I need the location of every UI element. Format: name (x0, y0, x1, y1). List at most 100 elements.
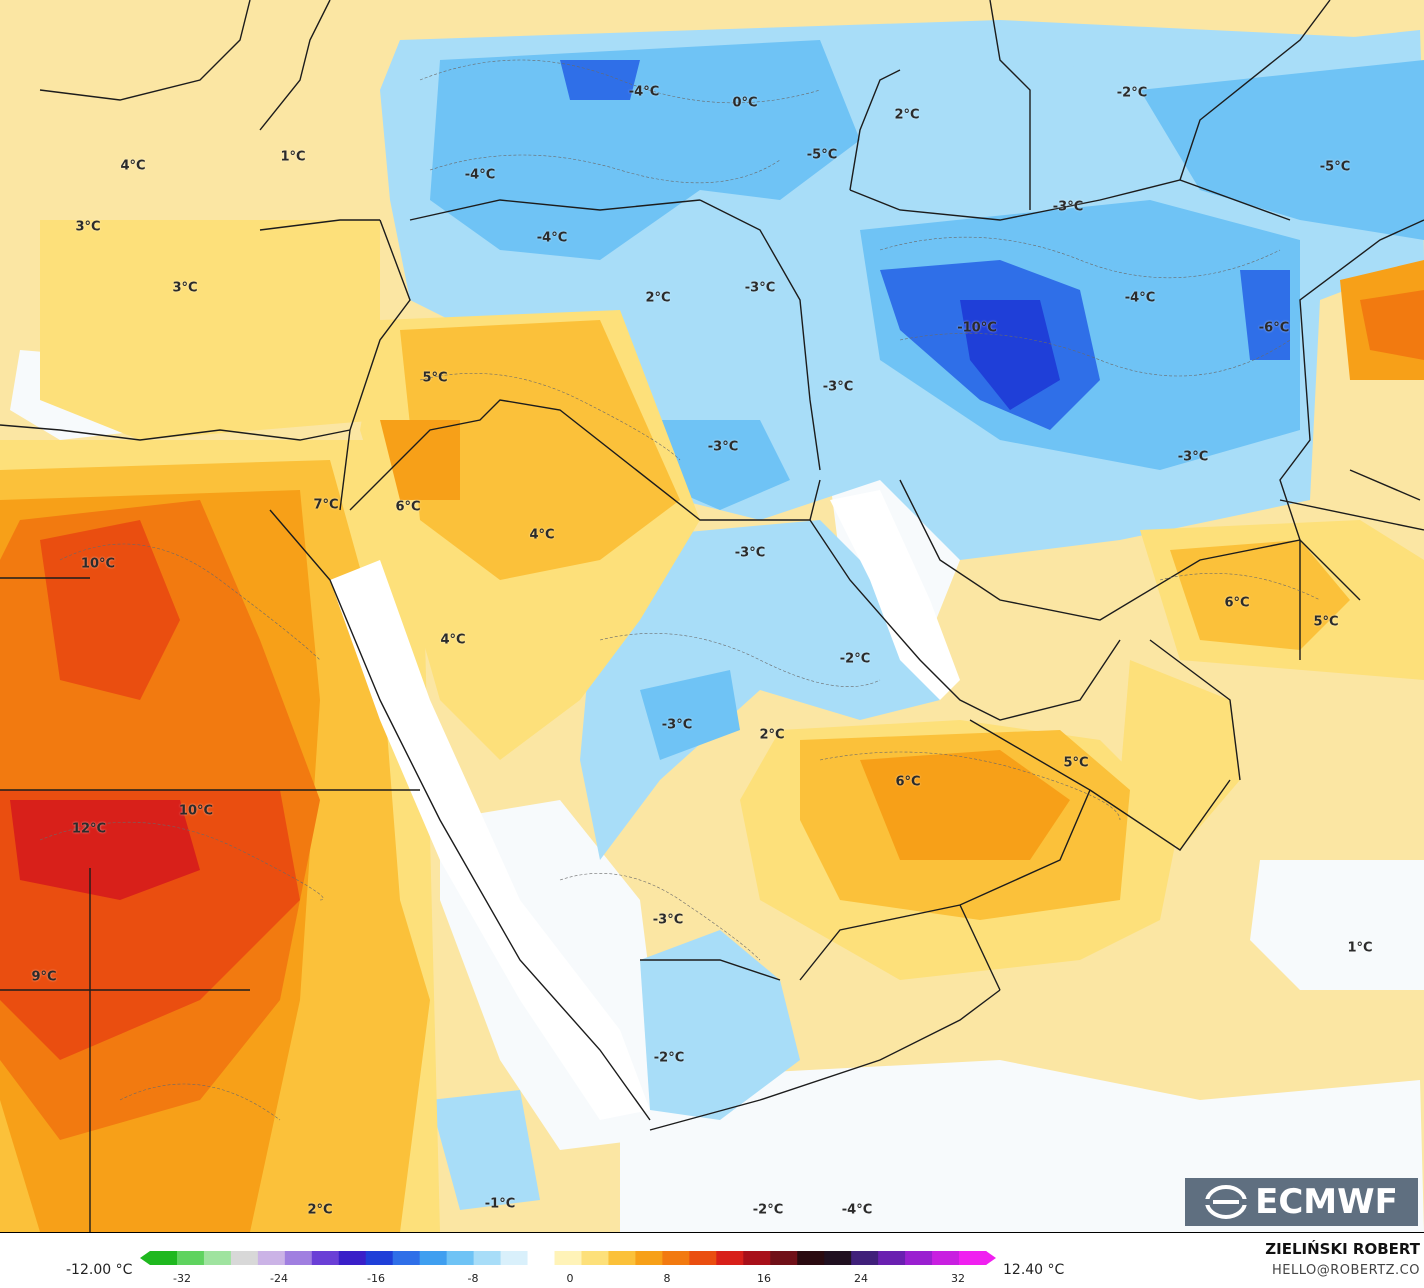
temperature-label: 2°C (894, 107, 920, 123)
colorbar-swatch (689, 1251, 717, 1265)
temperature-label: -3°C (661, 717, 693, 733)
colorbar-swatch (473, 1251, 502, 1265)
temperature-label: -2°C (653, 1050, 685, 1066)
temperature-label: -3°C (1177, 449, 1209, 465)
temperature-label: -5°C (1319, 159, 1351, 175)
temperature-label: -5°C (806, 147, 838, 163)
colorbar-swatch (932, 1251, 960, 1265)
colorbar-swatch (878, 1251, 906, 1265)
temperature-anomaly-map: 1°C 4°C 3°C 3°C -4°C 0°C 2°C -2°C -5°C -4°C -5°C -4… (0, 0, 1424, 1232)
colorbar-swatch (338, 1251, 367, 1265)
temperature-label: -3°C (734, 545, 766, 561)
temperature-label: -3°C (822, 379, 854, 395)
colorbar-swatch (230, 1251, 259, 1265)
temperature-label: 2°C (307, 1202, 333, 1218)
contours (39, 59, 1321, 1121)
temperature-label: 0°C (732, 95, 758, 111)
temperature-label: 4°C (529, 527, 555, 543)
colorbar-tick-label: 24 (854, 1272, 868, 1285)
ecmwf-logo-icon (1205, 1185, 1248, 1219)
temperature-label: 3°C (172, 280, 198, 296)
colorbar-swatch (635, 1251, 663, 1265)
borders (0, 0, 1424, 1232)
temperature-label: -4°C (841, 1202, 873, 1218)
temperature-label: -4°C (628, 84, 660, 100)
colorbar-swatch (257, 1251, 286, 1265)
colorbar-swatch (419, 1251, 448, 1265)
temperature-label: -2°C (839, 651, 871, 667)
temperature-label: -1°C (484, 1196, 516, 1212)
colorbar-swatch (554, 1251, 582, 1265)
temperature-label: 4°C (440, 632, 466, 648)
colorbar-swatch (716, 1251, 744, 1265)
colorbar-tick-label: -24 (270, 1272, 288, 1285)
temperature-label: 6°C (1224, 595, 1250, 611)
temperature-label: -2°C (1116, 85, 1148, 101)
colorbar-swatch (851, 1251, 879, 1265)
temperature-label: -3°C (744, 280, 776, 296)
temperature-label: 10°C (178, 803, 214, 819)
colorbar-swatch (392, 1251, 421, 1265)
temperature-label: -4°C (536, 230, 568, 246)
temperature-label: 9°C (31, 969, 57, 985)
colorbar-swatch (797, 1251, 825, 1265)
temperature-label: -4°C (464, 167, 496, 183)
colorbar-swatch (311, 1251, 340, 1265)
colorbar-swatch (527, 1251, 556, 1265)
colorbar-swatch (959, 1251, 987, 1265)
temperature-label: -10°C (957, 320, 997, 336)
temperature-label: 6°C (895, 774, 921, 790)
temperature-label: 3°C (75, 219, 101, 235)
colorbar-swatch (662, 1251, 690, 1265)
sea-areas (330, 490, 960, 1120)
legend-min-value: -12.00 °C (66, 1262, 133, 1278)
colorbar-swatch (824, 1251, 852, 1265)
temperature-label: 1°C (1347, 940, 1373, 956)
colorbar-swatch (365, 1251, 394, 1265)
temperature-label: 2°C (759, 727, 785, 743)
ecmwf-logo-text: ECMWF (1255, 1182, 1398, 1222)
colorbar-swatch (500, 1251, 529, 1265)
colorbar-swatch (176, 1251, 205, 1265)
colorbar-swatch (284, 1251, 313, 1265)
temperature-label: 10°C (80, 556, 116, 572)
temperature-label: -2°C (752, 1202, 784, 1218)
cold-areas-core (960, 300, 1060, 410)
temperature-label: 4°C (120, 158, 146, 174)
ecmwf-logo: ECMWF (1185, 1178, 1418, 1226)
author-email: HELLO@ROBERTZ.CO (1271, 1263, 1420, 1278)
colorbar-swatch (770, 1251, 798, 1265)
colorbar-swatch (150, 1251, 178, 1265)
colorbar-swatch (203, 1251, 232, 1265)
colorbar-swatch (743, 1251, 771, 1265)
temperature-label: -3°C (707, 439, 739, 455)
colorbar-tick-label: 32 (951, 1272, 965, 1285)
warm-areas-dark-red (10, 800, 200, 900)
map-canvas (0, 0, 1424, 1232)
colorbar-swatch (608, 1251, 636, 1265)
temperature-label: 5°C (1313, 614, 1339, 630)
temperature-label: 5°C (422, 370, 448, 386)
temperature-label: -3°C (652, 912, 684, 928)
legend-max-value: 12.40 °C (1003, 1262, 1065, 1278)
temperature-label: 7°C (313, 497, 339, 513)
colorbar-tick-label: 0 (566, 1272, 574, 1285)
temperature-label: 1°C (280, 149, 306, 165)
temperature-label: -4°C (1124, 290, 1156, 306)
colorbar (140, 1251, 996, 1265)
temperature-label: 2°C (645, 290, 671, 306)
colorbar-tick-label: 16 (757, 1272, 771, 1285)
temperature-label: 6°C (395, 499, 421, 515)
colorbar-swatch (905, 1251, 933, 1265)
temperature-label: 5°C (1063, 755, 1089, 771)
colorbar-max-arrow (986, 1251, 996, 1265)
colorbar-tick-label: 8 (663, 1272, 671, 1285)
colorbar-tick-label: -8 (467, 1272, 479, 1285)
author-credit: ZIELIŃSKI ROBERT (1265, 1240, 1420, 1258)
colorbar-swatch (581, 1251, 609, 1265)
temperature-label: -3°C (1052, 199, 1084, 215)
colorbar-tick-label: -16 (367, 1272, 385, 1285)
colorbar-tick-label: -32 (173, 1272, 191, 1285)
temperature-label: 12°C (71, 821, 107, 837)
colorbar-min-arrow (140, 1251, 150, 1265)
